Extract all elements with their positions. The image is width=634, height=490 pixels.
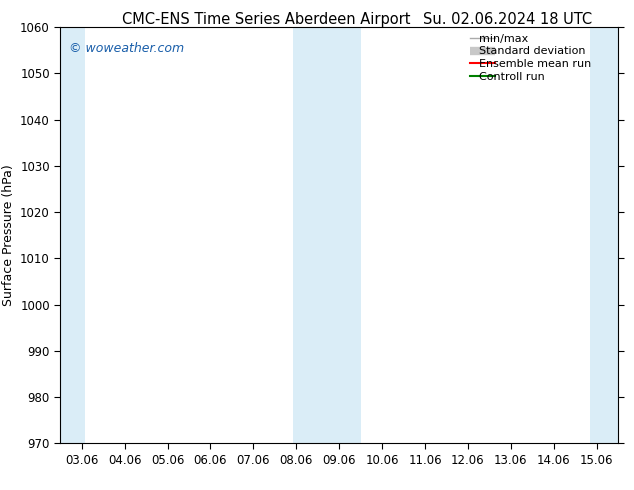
Bar: [293, 27, 361, 443]
Y-axis label: Surface Pressure (hPa): Surface Pressure (hPa): [1, 164, 15, 306]
Bar: [590, 27, 618, 443]
Text: © woweather.com: © woweather.com: [68, 42, 184, 54]
Text: Su. 02.06.2024 18 UTC: Su. 02.06.2024 18 UTC: [423, 12, 592, 27]
Bar: [60, 27, 85, 443]
Legend: min/max, Standard deviation, Ensemble mean run, Controll run: min/max, Standard deviation, Ensemble me…: [466, 29, 616, 86]
Text: CMC-ENS Time Series Aberdeen Airport: CMC-ENS Time Series Aberdeen Airport: [122, 12, 411, 27]
